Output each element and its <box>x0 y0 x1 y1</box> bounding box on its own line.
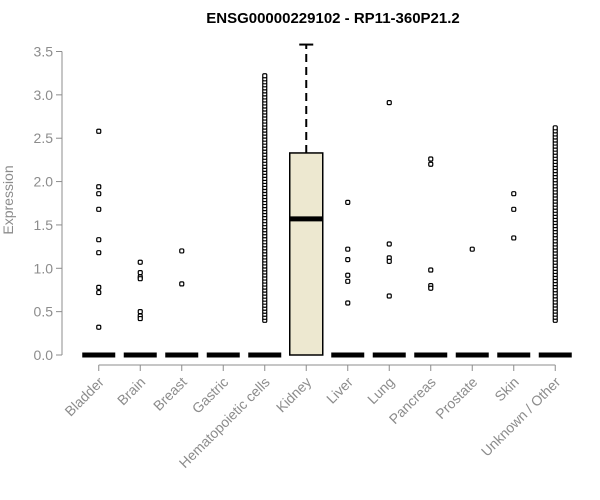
outlier-point <box>386 293 392 299</box>
outlier-point <box>345 257 351 263</box>
outlier-point <box>96 289 102 296</box>
outlier-point <box>137 315 143 322</box>
outlier-point <box>345 199 351 205</box>
outlier-point <box>428 156 434 162</box>
y-tick-label: 1.5 <box>34 217 54 233</box>
box-pancreas <box>414 156 448 358</box>
outlier-point <box>96 324 102 330</box>
outlier-point <box>511 191 517 197</box>
x-tick-label: Kidney <box>273 374 315 416</box>
outlier-point <box>96 237 102 243</box>
outlier-point <box>428 267 434 273</box>
outlier-point <box>179 281 185 287</box>
y-tick-label: 3.5 <box>34 44 54 60</box>
x-tick-label: Bladder <box>61 374 107 420</box>
outlier-point <box>137 309 143 315</box>
outlier-point <box>469 246 475 252</box>
outlier-point <box>511 235 517 241</box>
y-tick-label: 2.0 <box>34 174 54 190</box>
outlier-point <box>137 276 143 282</box>
x-tick-label: Lung <box>364 374 397 407</box>
y-tick-label: 0.5 <box>34 304 54 320</box>
box-unknown-other <box>538 125 572 358</box>
outlier-point <box>345 278 351 284</box>
outlier-point <box>96 184 102 190</box>
outlier-point <box>262 73 268 79</box>
outlier-point <box>345 300 351 306</box>
y-axis-label: Expression <box>0 165 16 234</box>
y-axis: 0.0 0.5 1.0 1.5 2.0 2.5 3.0 3.5 <box>34 44 63 363</box>
y-tick-label: 2.5 <box>34 130 54 146</box>
outlier-point <box>96 206 102 212</box>
box-liver <box>331 199 365 358</box>
box-brain <box>123 259 157 358</box>
outlier-point <box>345 272 351 278</box>
outlier-point <box>96 250 102 256</box>
x-tick-label: Brain <box>114 374 148 408</box>
box-hematopoietic-cells <box>248 73 282 358</box>
outlier-point <box>179 248 185 254</box>
outlier-point <box>345 246 351 252</box>
outlier-point <box>552 125 558 131</box>
outlier-point <box>137 259 143 265</box>
x-tick-label: Breast <box>150 374 190 414</box>
x-tick-label: Skin <box>491 374 522 405</box>
outlier-point <box>137 270 143 276</box>
outlier-point <box>511 206 517 212</box>
x-tick-label: Prostate <box>432 374 480 422</box>
outlier-point <box>386 241 392 247</box>
box-bladder <box>82 128 116 358</box>
y-tick-label: 1.0 <box>34 260 54 276</box>
outlier-point <box>386 100 392 106</box>
box-kidney <box>289 43 324 356</box>
boxes-group <box>82 43 572 358</box>
outlier-point <box>96 284 102 290</box>
box-skin <box>497 191 531 358</box>
outlier-point <box>96 128 102 134</box>
x-tick-label: Unknown / Other <box>478 374 564 460</box>
y-tick-label: 3.0 <box>34 87 54 103</box>
box-prostate <box>455 246 489 358</box>
box-lung <box>372 100 406 358</box>
outlier-point <box>386 258 392 264</box>
box-breast <box>165 248 199 358</box>
outlier-point <box>428 161 434 167</box>
outlier-point <box>428 285 434 291</box>
y-tick-label: 0.0 <box>34 347 54 363</box>
box-iqr <box>289 152 324 356</box>
outlier-point <box>96 191 102 197</box>
x-tick-label: Liver <box>323 374 356 407</box>
chart-title: ENSG00000229102 - RP11-360P21.2 <box>206 10 460 27</box>
